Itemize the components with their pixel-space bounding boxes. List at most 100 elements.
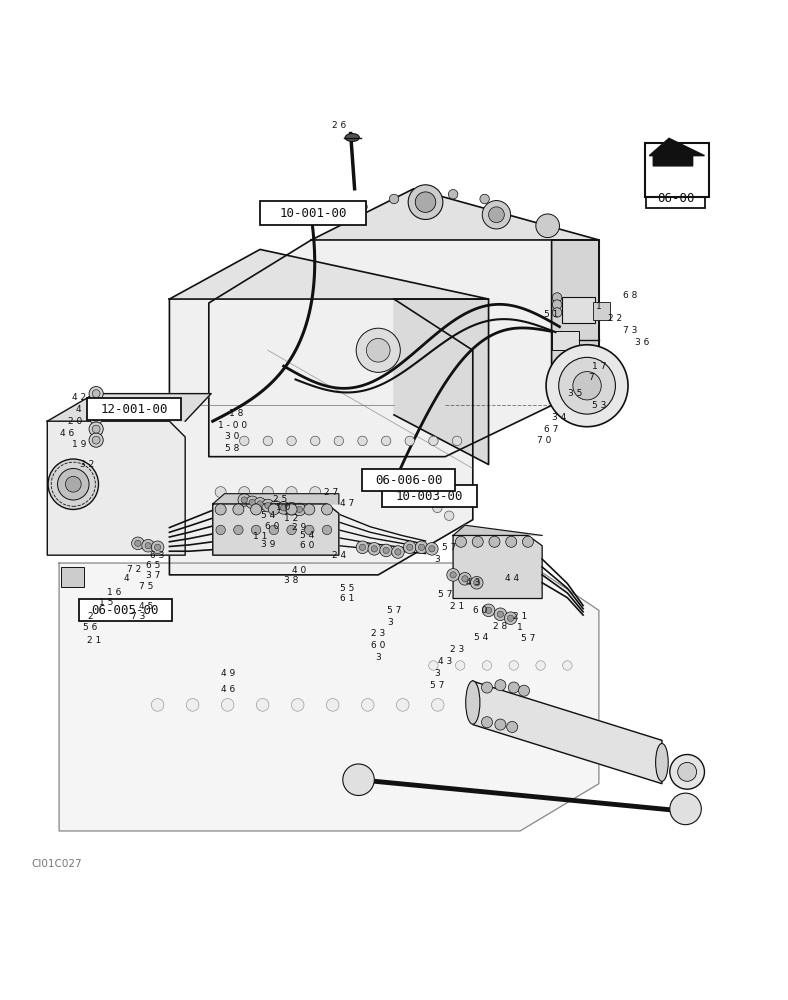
Circle shape	[559, 357, 615, 414]
Text: 1 8: 1 8	[229, 409, 243, 418]
Text: 4 6: 4 6	[60, 429, 74, 438]
Circle shape	[249, 499, 255, 506]
Text: 3: 3	[434, 669, 440, 678]
Text: 5 4: 5 4	[300, 531, 314, 540]
Circle shape	[552, 293, 562, 302]
Text: 2 2: 2 2	[608, 314, 622, 323]
Circle shape	[466, 699, 479, 711]
Text: 3 7: 3 7	[147, 571, 161, 580]
Bar	[593, 302, 610, 320]
Text: 5 7: 5 7	[387, 606, 401, 615]
Circle shape	[366, 338, 390, 362]
Circle shape	[293, 503, 306, 516]
Polygon shape	[646, 143, 701, 171]
Polygon shape	[213, 494, 339, 504]
Circle shape	[334, 436, 344, 446]
Circle shape	[268, 504, 280, 515]
Circle shape	[154, 544, 161, 550]
Circle shape	[536, 214, 559, 238]
Circle shape	[356, 328, 400, 372]
Polygon shape	[453, 525, 542, 535]
Circle shape	[678, 762, 697, 781]
Circle shape	[310, 487, 321, 498]
Circle shape	[362, 699, 374, 711]
Text: 1 9: 1 9	[72, 440, 86, 449]
Circle shape	[403, 541, 416, 554]
Circle shape	[246, 496, 258, 509]
Text: 3 2: 3 2	[80, 460, 94, 469]
Text: 4 9: 4 9	[221, 669, 236, 678]
Circle shape	[429, 436, 438, 446]
Circle shape	[322, 525, 332, 535]
Circle shape	[89, 422, 103, 436]
Ellipse shape	[466, 681, 480, 724]
Text: 7 5: 7 5	[139, 582, 153, 591]
Circle shape	[546, 345, 628, 427]
Circle shape	[405, 436, 414, 446]
Circle shape	[287, 525, 296, 535]
Ellipse shape	[345, 134, 359, 141]
Circle shape	[215, 504, 226, 515]
Circle shape	[452, 436, 462, 446]
Circle shape	[481, 682, 492, 693]
Text: 6 3: 6 3	[151, 551, 165, 560]
Bar	[646, 189, 705, 208]
Text: 6 0: 6 0	[371, 641, 385, 650]
Circle shape	[233, 525, 243, 535]
Text: 06-006-00: 06-006-00	[375, 474, 443, 487]
Polygon shape	[209, 240, 552, 457]
Circle shape	[395, 549, 401, 555]
Circle shape	[552, 308, 562, 317]
Circle shape	[262, 487, 273, 498]
Text: 2 8: 2 8	[493, 622, 507, 631]
Circle shape	[507, 615, 514, 621]
Circle shape	[415, 541, 428, 554]
Bar	[552, 331, 579, 350]
Circle shape	[447, 569, 459, 581]
Text: 2: 2	[87, 612, 94, 621]
Text: 3 5: 3 5	[568, 389, 582, 398]
Polygon shape	[169, 299, 473, 575]
Bar	[79, 599, 172, 621]
Circle shape	[470, 576, 483, 589]
Circle shape	[269, 501, 282, 513]
Circle shape	[485, 607, 492, 613]
Circle shape	[132, 537, 144, 550]
Circle shape	[292, 699, 304, 711]
Text: 4: 4	[123, 574, 129, 583]
Circle shape	[670, 793, 701, 825]
Text: 2 7: 2 7	[324, 488, 338, 497]
Circle shape	[380, 544, 392, 557]
Circle shape	[215, 487, 226, 498]
Text: 2 9: 2 9	[292, 523, 307, 532]
Circle shape	[418, 544, 425, 550]
Text: 1 7: 1 7	[592, 362, 606, 371]
Ellipse shape	[656, 743, 668, 781]
Circle shape	[89, 398, 103, 413]
Text: 5 3: 5 3	[592, 401, 606, 410]
Circle shape	[381, 436, 391, 446]
Text: 5 7: 5 7	[430, 681, 444, 690]
Circle shape	[269, 525, 279, 535]
Circle shape	[359, 544, 366, 550]
Circle shape	[408, 185, 443, 219]
Text: 3: 3	[375, 653, 381, 662]
Circle shape	[433, 503, 442, 513]
Circle shape	[495, 680, 506, 691]
Text: 10-003-00: 10-003-00	[396, 490, 463, 503]
Circle shape	[459, 572, 471, 585]
Circle shape	[92, 436, 100, 444]
Circle shape	[432, 699, 444, 711]
Circle shape	[151, 541, 164, 554]
Circle shape	[286, 504, 297, 515]
Circle shape	[89, 387, 103, 401]
Text: 1 0: 1 0	[277, 503, 291, 512]
Text: 7 3: 7 3	[623, 326, 637, 335]
Text: 2 1: 2 1	[513, 612, 527, 621]
Text: 3 8: 3 8	[284, 576, 299, 585]
Bar	[260, 201, 366, 225]
Text: 06-005-00: 06-005-00	[91, 604, 159, 617]
Text: 3: 3	[387, 618, 393, 627]
Polygon shape	[649, 138, 704, 166]
Text: 7: 7	[588, 373, 594, 382]
